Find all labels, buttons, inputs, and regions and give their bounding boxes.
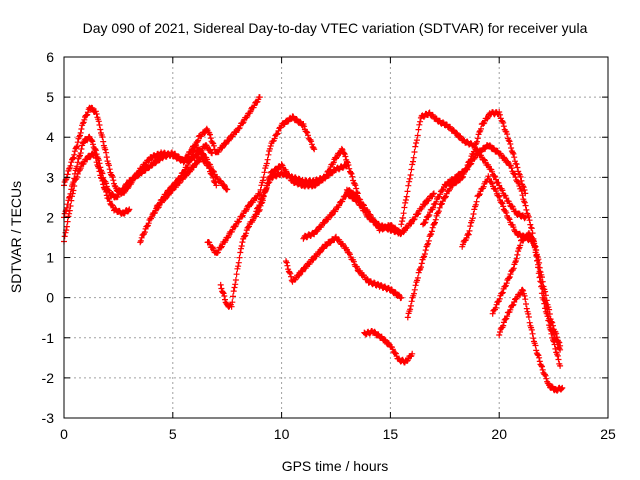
y-tick-label: 2: [46, 209, 54, 225]
x-axis-label: GPS time / hours: [282, 458, 389, 474]
y-tick-label: 5: [46, 89, 54, 105]
series-track-14: [404, 109, 529, 321]
axis-ticks: 0 5 10 15 20 25 -3 -2 -1 0 1 2 3 4 5 6: [42, 49, 616, 442]
series-track-6: [204, 113, 318, 256]
series-track-11: [343, 186, 437, 238]
data-point-markers: [404, 109, 529, 321]
series-track-10: [300, 189, 405, 242]
series-track-8: [252, 162, 350, 218]
data-point-markers: [398, 109, 529, 228]
y-tick-label: 0: [46, 290, 54, 306]
data-point-markers: [300, 189, 405, 242]
x-tick-label: 20: [491, 426, 507, 442]
data-point-markers: [152, 94, 263, 214]
y-tick-label: -3: [42, 410, 55, 426]
x-tick-label: 15: [383, 426, 399, 442]
x-tick-label: 10: [274, 426, 290, 442]
x-tick-label: 25: [600, 426, 616, 442]
series-track-17: [489, 230, 564, 349]
data-point-markers: [283, 233, 405, 302]
series-track-13: [398, 109, 529, 228]
y-axis-label: SDTVAR / TECUs: [8, 181, 24, 293]
data-point-markers: [361, 328, 416, 366]
y-tick-label: -2: [42, 370, 55, 386]
data-point-markers: [343, 186, 437, 238]
data-point-markers: [252, 162, 350, 218]
series-track-5: [152, 94, 263, 214]
y-tick-label: 1: [46, 250, 54, 266]
plot-frame: [63, 56, 609, 419]
data-points: [61, 94, 566, 394]
y-tick-label: 3: [46, 169, 54, 185]
grid: [64, 57, 608, 418]
chart-title: Day 090 of 2021, Sidereal Day-to-day VTE…: [83, 20, 588, 36]
y-tick-label: 4: [46, 129, 54, 145]
x-tick-label: 0: [60, 426, 68, 442]
data-point-markers: [204, 113, 318, 256]
x-tick-label: 5: [169, 426, 177, 442]
series-track-12: [361, 328, 416, 366]
series-track-9: [283, 233, 405, 302]
data-point-markers: [496, 286, 566, 394]
data-point-markers: [489, 230, 564, 349]
y-tick-label: 6: [46, 49, 54, 65]
series-track-18: [496, 286, 566, 394]
y-tick-label: -1: [42, 330, 55, 346]
